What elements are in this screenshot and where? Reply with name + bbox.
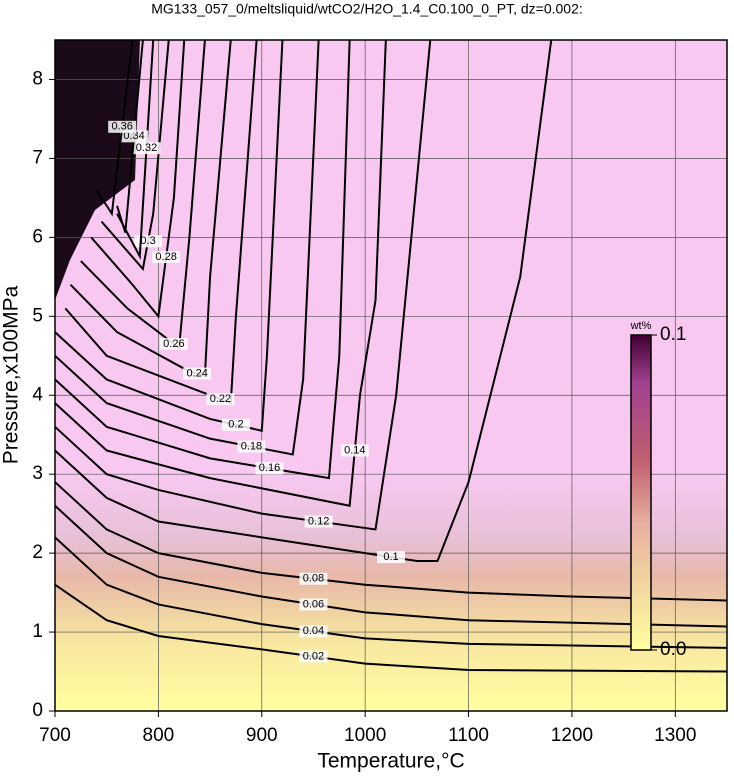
contour-line — [54, 583, 728, 673]
x-tick-label: 900 — [246, 725, 278, 746]
contour-label-bg — [108, 120, 137, 133]
contour-label: 0.12 — [308, 515, 329, 527]
colorbar — [630, 334, 652, 651]
y-tick-label: 8 — [32, 68, 43, 89]
contour-label-bg — [183, 367, 212, 380]
contour-label: 0.22 — [210, 393, 231, 405]
contour-line — [95, 39, 134, 217]
contour-label: 0.32 — [136, 142, 157, 154]
contour-label: 0.18 — [241, 440, 262, 452]
y-tick-label: 2 — [32, 542, 43, 563]
contour-line — [54, 536, 728, 649]
contour-label-bg — [255, 462, 284, 475]
contour-label-bg — [340, 444, 369, 457]
contour-label-bg — [132, 142, 161, 155]
plot-background — [55, 40, 727, 711]
contour-label: 0.26 — [163, 338, 184, 350]
contour-line — [116, 39, 144, 233]
x-tick-label: 1000 — [344, 725, 386, 746]
contour-label: 0.02 — [303, 650, 324, 662]
contour-label: 0.08 — [303, 573, 324, 585]
contour-label-bg — [221, 418, 250, 431]
contour-label: 0.04 — [303, 625, 324, 637]
y-tick-label: 5 — [32, 305, 43, 326]
contour-label: 0.36 — [111, 121, 132, 133]
y-tick-label: 3 — [32, 463, 43, 484]
contour-label-bg — [299, 625, 328, 638]
x-tick-label: 1300 — [654, 725, 696, 746]
contour-label-bg — [152, 251, 181, 264]
contour-line — [54, 39, 387, 507]
contour-line — [90, 39, 186, 319]
x-tick-label: 800 — [143, 725, 175, 746]
y-axis-label: Pressure,x100MPa — [0, 285, 23, 464]
contour-label-bg — [299, 650, 328, 663]
y-tick-label: 4 — [32, 384, 43, 405]
x-tick-label: 1200 — [551, 725, 593, 746]
y-tick-label: 6 — [32, 226, 43, 247]
contour-label: 0.06 — [303, 598, 324, 610]
contour-line — [54, 505, 728, 628]
contour-label-bg — [120, 130, 149, 143]
contour-label: 0.28 — [155, 251, 176, 263]
contour-label: 0.34 — [123, 130, 144, 142]
y-tick-label: 7 — [32, 147, 43, 168]
contour-label: 0.2 — [228, 419, 243, 431]
contour-label-bg — [304, 515, 333, 528]
contour-label-bg — [299, 598, 328, 611]
colorbar-label: wt% — [630, 320, 652, 332]
contour-label-bg — [299, 572, 328, 585]
contour-label-bg — [237, 440, 266, 453]
plot-frame — [54, 39, 728, 712]
contour-label-bg — [159, 337, 188, 350]
contour-line — [54, 39, 432, 531]
contour-label: 0.14 — [344, 444, 365, 456]
x-axis-label: Temperature,°C — [317, 750, 464, 773]
colorbar-tick-label: 0.0 — [660, 639, 686, 660]
contour-label-bg — [206, 393, 235, 406]
y-tick-label: 1 — [32, 621, 43, 642]
dense-contour-region — [55, 40, 140, 300]
contour-label: 0.24 — [186, 367, 207, 379]
contour-label-bg — [377, 551, 405, 564]
colorbar-tick-label: 0.1 — [660, 324, 686, 345]
contour-label: 0.16 — [259, 462, 280, 474]
contour-label: 0.1 — [383, 551, 398, 563]
x-tick-label: 1100 — [448, 725, 489, 746]
x-tick-label: 700 — [39, 725, 71, 746]
y-tick-label: 0 — [32, 700, 43, 721]
contour-label: 0.3 — [140, 235, 155, 247]
chart-title: MG133_057_0/meltsliquid/wtCO2/H2O_1.4_C0… — [151, 1, 583, 17]
